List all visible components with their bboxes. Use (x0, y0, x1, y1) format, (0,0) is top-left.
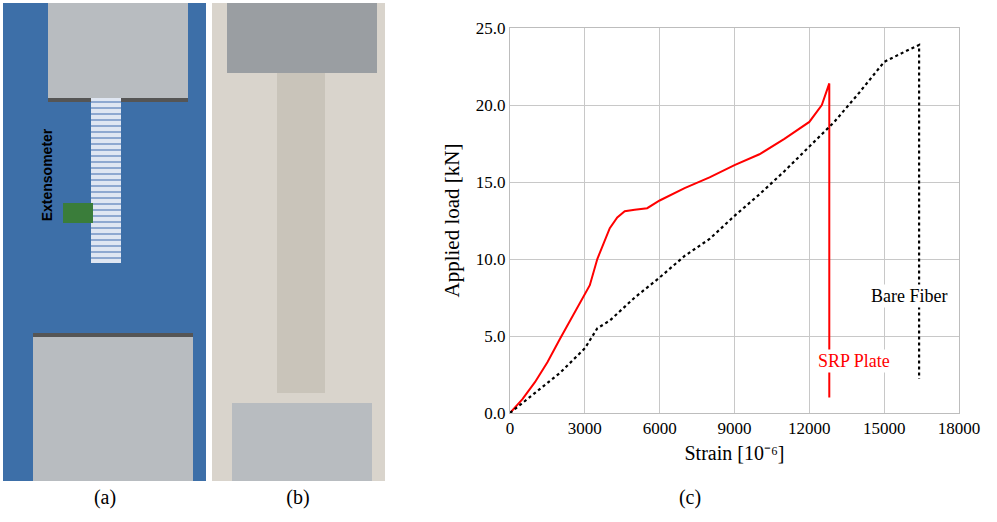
html-text:(c): (c) (678, 486, 702, 508)
svg-text:0.0: 0.0 (484, 404, 505, 423)
svg-text:SRP Plate: SRP Plate (818, 351, 890, 371)
svg-text:3000: 3000 (568, 419, 602, 438)
html-text:Extensometer: Extensometer (39, 128, 55, 222)
svg-text:6000: 6000 (643, 419, 677, 438)
svg-text:Bare Fiber: Bare Fiber (871, 286, 947, 306)
svg-text:5.0: 5.0 (484, 327, 505, 346)
svg-text:Applied load [kN]: Applied load [kN] (440, 144, 464, 298)
svg-text:15.0: 15.0 (476, 173, 506, 192)
svg-text:18000: 18000 (938, 419, 981, 438)
html-text:(a): (a) (93, 486, 117, 508)
svg-text:20.0: 20.0 (476, 96, 506, 115)
svg-text:Strain [10⁻⁶]: Strain [10⁻⁶] (684, 442, 784, 464)
svg-text:10.0: 10.0 (476, 250, 506, 269)
html-text:(b): (b) (286, 486, 310, 508)
svg-text:12000: 12000 (788, 419, 831, 438)
svg-text:15000: 15000 (863, 419, 906, 438)
svg-text:25.0: 25.0 (476, 19, 506, 38)
svg-text:9000: 9000 (718, 419, 752, 438)
svg-text:0: 0 (506, 419, 515, 438)
